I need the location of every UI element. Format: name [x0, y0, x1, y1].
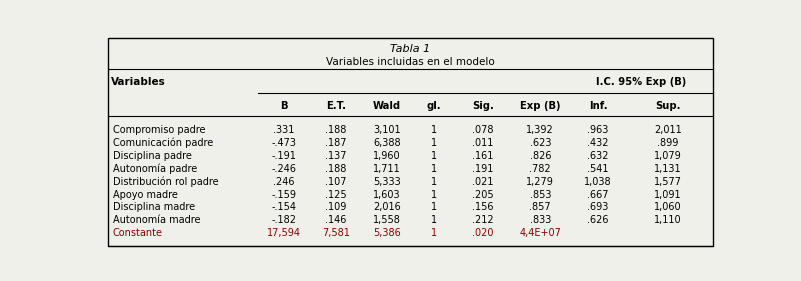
- Text: -.246: -.246: [272, 164, 296, 174]
- Text: .188: .188: [325, 125, 346, 135]
- Text: Exp (B): Exp (B): [520, 101, 561, 111]
- Text: .826: .826: [529, 151, 551, 161]
- Text: Autonomía padre: Autonomía padre: [112, 164, 197, 174]
- Text: 1,091: 1,091: [654, 189, 682, 200]
- Text: .857: .857: [529, 202, 551, 212]
- Text: Variables: Variables: [111, 77, 166, 87]
- Text: 4,4E+07: 4,4E+07: [519, 228, 562, 238]
- Text: Sig.: Sig.: [472, 101, 493, 111]
- Text: .541: .541: [587, 164, 609, 174]
- Text: gl.: gl.: [427, 101, 441, 111]
- Text: 1,558: 1,558: [373, 215, 400, 225]
- Text: 1,279: 1,279: [526, 177, 554, 187]
- Text: 1,110: 1,110: [654, 215, 682, 225]
- Text: 5,333: 5,333: [373, 177, 400, 187]
- Text: Compromiso padre: Compromiso padre: [112, 125, 205, 135]
- Text: 1,392: 1,392: [526, 125, 554, 135]
- Text: .078: .078: [472, 125, 493, 135]
- Text: 1: 1: [431, 125, 437, 135]
- Text: .146: .146: [325, 215, 346, 225]
- Text: -.154: -.154: [272, 202, 296, 212]
- Text: -.473: -.473: [272, 138, 296, 148]
- Text: E.T.: E.T.: [326, 101, 346, 111]
- Text: .246: .246: [273, 177, 295, 187]
- Text: Wald: Wald: [372, 101, 401, 111]
- Text: 1: 1: [431, 228, 437, 238]
- Text: .626: .626: [587, 215, 609, 225]
- Text: 1,038: 1,038: [584, 177, 612, 187]
- Text: 1,577: 1,577: [654, 177, 682, 187]
- Text: Tabla 1: Tabla 1: [390, 44, 431, 54]
- Text: Disciplina padre: Disciplina padre: [112, 151, 191, 161]
- Text: 1,711: 1,711: [373, 164, 400, 174]
- Text: .853: .853: [529, 189, 551, 200]
- Text: .899: .899: [658, 138, 678, 148]
- Text: .011: .011: [472, 138, 493, 148]
- Text: 1,079: 1,079: [654, 151, 682, 161]
- Text: .156: .156: [472, 202, 493, 212]
- Text: 1: 1: [431, 189, 437, 200]
- Text: Disciplina madre: Disciplina madre: [112, 202, 195, 212]
- Text: .782: .782: [529, 164, 551, 174]
- Text: 7,581: 7,581: [322, 228, 350, 238]
- Text: Inf.: Inf.: [589, 101, 607, 111]
- Text: 1: 1: [431, 138, 437, 148]
- Text: 1,960: 1,960: [373, 151, 400, 161]
- Text: .833: .833: [529, 215, 551, 225]
- Text: 1,060: 1,060: [654, 202, 682, 212]
- Text: 1: 1: [431, 164, 437, 174]
- Text: 6,388: 6,388: [373, 138, 400, 148]
- Text: .187: .187: [325, 138, 347, 148]
- Text: 17,594: 17,594: [268, 228, 301, 238]
- Text: .331: .331: [273, 125, 295, 135]
- Text: .109: .109: [325, 202, 346, 212]
- Text: 1: 1: [431, 202, 437, 212]
- Text: -.182: -.182: [272, 215, 296, 225]
- Text: .212: .212: [472, 215, 493, 225]
- Text: -.159: -.159: [272, 189, 296, 200]
- Text: Distribución rol padre: Distribución rol padre: [112, 176, 218, 187]
- Text: .188: .188: [325, 164, 346, 174]
- Text: .432: .432: [587, 138, 609, 148]
- Text: -.191: -.191: [272, 151, 296, 161]
- Text: .107: .107: [325, 177, 347, 187]
- Text: 1: 1: [431, 215, 437, 225]
- Text: Autonomía madre: Autonomía madre: [112, 215, 200, 225]
- Text: Apoyo madre: Apoyo madre: [112, 189, 177, 200]
- Text: 1,603: 1,603: [373, 189, 400, 200]
- Text: 5,386: 5,386: [373, 228, 400, 238]
- Text: 2,011: 2,011: [654, 125, 682, 135]
- Text: 1,131: 1,131: [654, 164, 682, 174]
- Text: Comunicación padre: Comunicación padre: [112, 138, 213, 148]
- Text: Sup.: Sup.: [655, 101, 681, 111]
- Text: .020: .020: [472, 228, 493, 238]
- Text: .191: .191: [472, 164, 493, 174]
- Text: Variables incluidas en el modelo: Variables incluidas en el modelo: [326, 57, 495, 67]
- Text: .667: .667: [587, 189, 609, 200]
- Text: 1: 1: [431, 177, 437, 187]
- Text: .161: .161: [472, 151, 493, 161]
- Text: 3,101: 3,101: [373, 125, 400, 135]
- Text: B: B: [280, 101, 288, 111]
- Text: .632: .632: [587, 151, 609, 161]
- Text: .693: .693: [587, 202, 609, 212]
- Text: .125: .125: [325, 189, 347, 200]
- Text: 1: 1: [431, 151, 437, 161]
- Text: .963: .963: [587, 125, 609, 135]
- Text: Constante: Constante: [112, 228, 163, 238]
- Text: .021: .021: [472, 177, 493, 187]
- Text: I.C. 95% Exp (B): I.C. 95% Exp (B): [596, 77, 686, 87]
- Text: .623: .623: [529, 138, 551, 148]
- Text: 2,016: 2,016: [373, 202, 400, 212]
- Text: .205: .205: [472, 189, 493, 200]
- Text: .137: .137: [325, 151, 347, 161]
